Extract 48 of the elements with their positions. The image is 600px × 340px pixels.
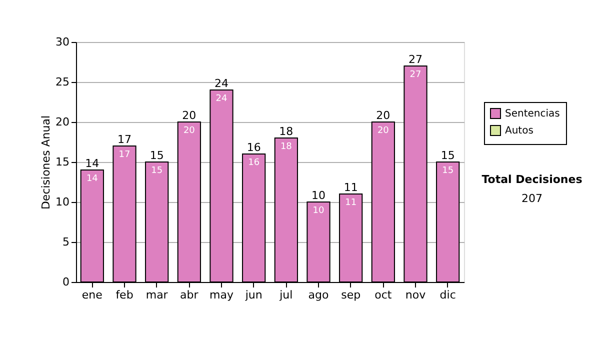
x-tick-label: jul xyxy=(278,288,293,302)
total-label: 10 xyxy=(312,189,326,202)
x-tick-label: ago xyxy=(308,288,329,302)
x-tick-label: sep xyxy=(341,288,361,302)
x-tick-label: ene xyxy=(82,288,103,302)
total-label: 18 xyxy=(279,125,294,138)
text: 207 xyxy=(522,192,542,205)
x-tick-label: oct xyxy=(374,288,392,302)
data-label: 27 xyxy=(410,70,422,80)
y-tick-label: 25 xyxy=(56,76,70,88)
total-label: 11 xyxy=(344,181,358,194)
y-tick-label: 15 xyxy=(56,156,70,168)
data-label: 20 xyxy=(183,126,196,136)
y-tick-label: 10 xyxy=(56,196,70,208)
x-tick-label: feb xyxy=(116,288,134,302)
x-tick-label: jun xyxy=(244,288,262,302)
y-axis-title: Decisiones Anual xyxy=(40,115,53,210)
text: Total Decisiones xyxy=(482,173,583,186)
y-tick-label: 5 xyxy=(62,236,70,248)
x-tick-label: mar xyxy=(146,288,168,302)
data-label: 17 xyxy=(118,150,130,160)
legend-label: Autos xyxy=(505,126,534,136)
x-tick-label: abr xyxy=(180,288,199,302)
data-label: 10 xyxy=(312,206,324,216)
total-label: 20 xyxy=(376,109,390,122)
data-label: 18 xyxy=(280,142,292,152)
data-label: 20 xyxy=(377,126,390,136)
total-label: 14 xyxy=(85,157,100,170)
total-label: 17 xyxy=(118,133,132,146)
x-tick-label: nov xyxy=(405,288,426,302)
y-tick-label: 20 xyxy=(56,116,70,128)
x-tick-label: dic xyxy=(440,288,456,302)
y-tick-label: 30 xyxy=(56,36,70,48)
total-label: 24 xyxy=(214,77,228,90)
total-label: 20 xyxy=(182,109,196,122)
data-label: 15 xyxy=(151,166,163,176)
total-label: 27 xyxy=(408,53,422,66)
total-label: 15 xyxy=(440,149,455,162)
legend-label: Sentencias xyxy=(505,108,560,120)
y-tick-label: 0 xyxy=(62,276,70,288)
data-label: 14 xyxy=(86,174,98,184)
x-tick-label: may xyxy=(210,288,234,302)
data-label: 16 xyxy=(248,158,260,168)
total-label: 15 xyxy=(150,149,164,162)
data-label: 11 xyxy=(345,198,357,208)
data-label: 15 xyxy=(442,166,454,176)
data-label: 24 xyxy=(216,94,228,104)
total-label: 16 xyxy=(246,141,261,154)
